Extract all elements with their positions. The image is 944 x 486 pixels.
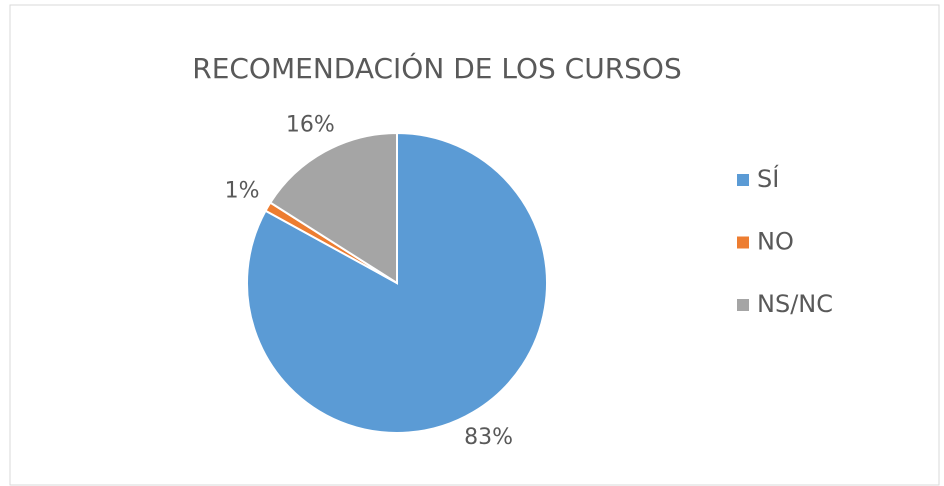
data-label: 16% <box>286 112 335 137</box>
legend-swatch <box>737 174 749 186</box>
legend-label: NS/NC <box>757 290 833 318</box>
legend-label: SÍ <box>757 164 779 193</box>
pie-slice <box>268 131 398 285</box>
data-label: 83% <box>464 425 513 450</box>
legend-label: NO <box>757 228 794 256</box>
data-label: 1% <box>225 178 260 203</box>
chart-title: RECOMENDACIÓN DE LOS CURSOS <box>192 51 682 85</box>
legend-swatch <box>737 299 749 311</box>
legend-swatch <box>737 236 749 249</box>
